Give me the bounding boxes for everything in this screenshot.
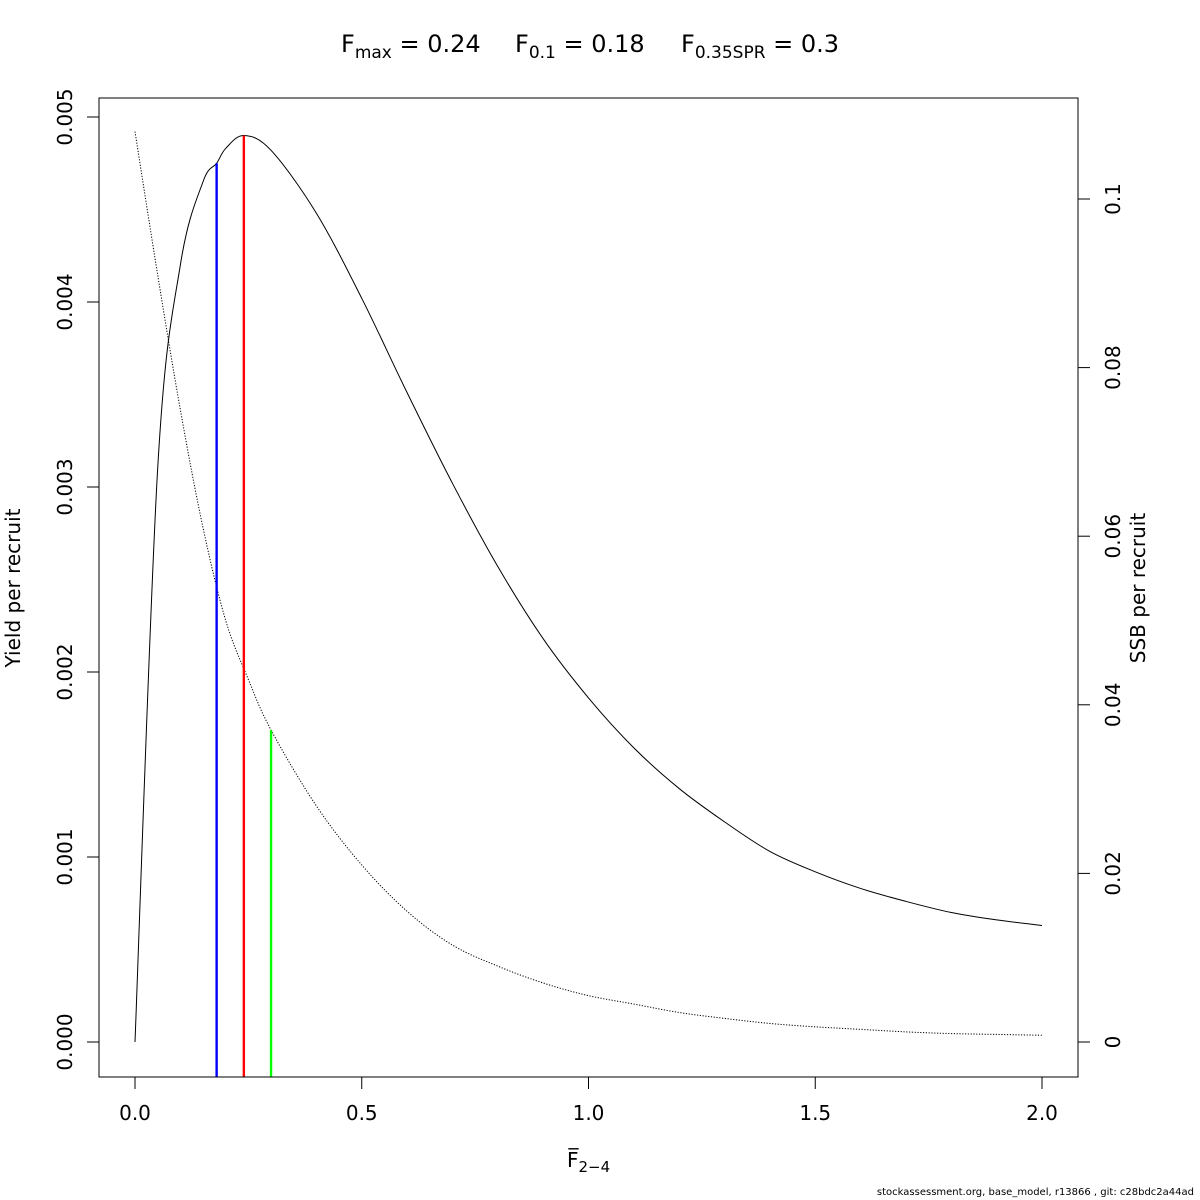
y-left-tick-label: 0.002	[53, 643, 77, 700]
y-right-tick-label: 0.1	[1101, 183, 1125, 215]
title-fmax: Fmax = 0.24	[341, 30, 481, 63]
y-axis-left-label: Yield per recruit	[1, 508, 25, 668]
y-left-tick-label: 0.001	[53, 828, 77, 885]
y-right-tick-label: 0.06	[1101, 514, 1125, 559]
x-tick-label: 0.0	[119, 1101, 151, 1125]
axes: 0.0 0.5 1.0 1.5 2.0 0.000 0.001 0.002 0.003 0.004…	[53, 88, 1125, 1125]
x-axis-label-symbol: F̅	[567, 1147, 580, 1172]
title-fmax-symbol: F	[341, 30, 355, 58]
title-fspr-symbol: F	[681, 30, 695, 58]
y-left-tick-label: 0.000	[53, 1013, 77, 1070]
x-tick-label: 1.0	[573, 1101, 605, 1125]
x-tick-label: 0.5	[346, 1101, 378, 1125]
title-fmax-subscript: max	[354, 43, 392, 63]
title-f01: F0.1 = 0.18	[515, 30, 645, 63]
x-tick-label: 2.0	[1026, 1101, 1058, 1125]
reference-lines	[215, 135, 273, 1077]
x-axis-label-subscript: 2−4	[579, 1158, 611, 1176]
series-layer	[134, 131, 1043, 1043]
title-f01-symbol: F	[515, 30, 529, 58]
plot-box	[98, 97, 1079, 1078]
footer-note: stockassessment.org, base_model, r13866 …	[876, 1187, 1194, 1198]
y-right-tick-label: 0	[1101, 1036, 1125, 1049]
x-tick-label: 1.5	[799, 1101, 831, 1125]
title-fmax-value: = 0.24	[391, 30, 481, 58]
yield-per-recruit-line	[134, 134, 1043, 1043]
y-left-tick-label: 0.005	[53, 88, 77, 145]
y-left-tick-label: 0.003	[53, 458, 77, 515]
y-left-tick-label: 0.004	[53, 273, 77, 330]
y-axis-right-label: SSB per recruit	[1126, 513, 1150, 664]
title-f01-subscript: 0.1	[528, 43, 556, 63]
title-f01-value: = 0.18	[555, 30, 645, 58]
y-right-tick-label: 0.04	[1101, 683, 1125, 728]
title-fspr-value: = 0.3	[765, 30, 840, 58]
title-fspr: F0.35SPR = 0.3	[681, 30, 839, 63]
y-right-tick-label: 0.08	[1101, 345, 1125, 390]
y-right-tick-label: 0.02	[1101, 851, 1125, 896]
title-fspr-subscript: 0.35SPR	[694, 43, 766, 63]
x-axis-label: F̅2−4	[567, 1147, 610, 1176]
